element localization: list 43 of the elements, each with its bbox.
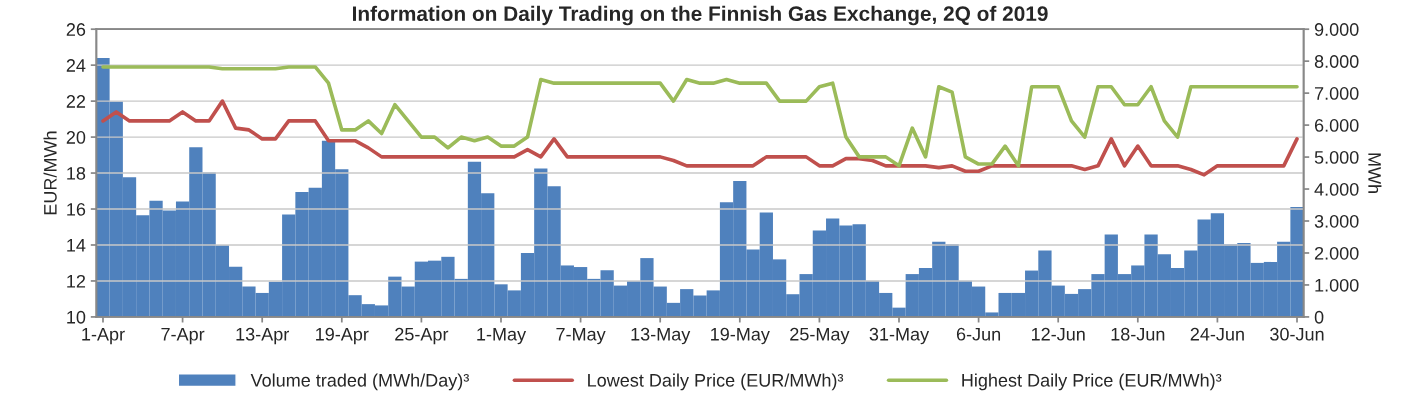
y-tick-label: 14	[67, 239, 86, 252]
x-tick-label: 13-May	[631, 327, 691, 345]
y-tick-label: 24	[66, 59, 86, 72]
x-tick-label: 30-Jun	[1270, 327, 1324, 341]
y-tick-label: 18	[67, 166, 86, 180]
x-tick-label: 25-May	[790, 327, 850, 345]
x-tick-label: 12-Jun	[1031, 327, 1085, 341]
y2-tick-label: 6.000	[1314, 119, 1359, 132]
x-tick-label: 7-Apr	[161, 328, 205, 345]
y-tick-label: 10	[67, 310, 86, 324]
x-tick-label: 25-Apr	[395, 327, 449, 345]
y2-tick-label: 7.000	[1314, 87, 1359, 100]
x-tick-label: 18-Jun	[1111, 327, 1165, 341]
y2-tick-label: 4.000	[1314, 182, 1359, 196]
legend-label: Volume traded (MWh/Day)³	[250, 373, 469, 391]
y-tick-label: 20	[66, 131, 86, 144]
x-tick-label: 24-Jun	[1190, 327, 1244, 341]
y2-tick-label: 2.000	[1314, 246, 1359, 260]
y-axis-title: EUR/MWh	[43, 131, 57, 215]
y2-tick-label: 1.000	[1315, 278, 1359, 292]
y2-axis-title: MWh	[1368, 153, 1382, 193]
y2-tick-label: 9.000	[1314, 23, 1359, 36]
x-tick-label: 1-Apr	[82, 328, 125, 345]
y-tick-label: 16	[67, 202, 86, 216]
x-tick-label: 7-May	[556, 328, 606, 345]
x-tick-label: 19-Apr	[316, 327, 369, 345]
x-tick-label: 13-Apr	[236, 327, 289, 345]
y2-tick-label: 3.000	[1314, 214, 1359, 228]
y-tick-label: 22	[66, 95, 86, 108]
line-series	[101, 99, 1299, 177]
chart-title: Information on Daily Trading on the Finnish Gas Exchange, 2Q of 2019	[352, 5, 1048, 26]
x-tick-label: 6-Jun	[956, 327, 1001, 341]
y2-tick-label: 5.000	[1314, 151, 1359, 164]
y2-tick-label: 0	[1314, 310, 1324, 324]
x-tick-label: 31-May	[869, 327, 930, 345]
y-tick-label: 26	[66, 23, 86, 36]
line-series	[101, 65, 1299, 168]
y-tick-label: 12	[67, 274, 86, 288]
legend-label: Lowest Daily Price (EUR/MWh)³	[588, 373, 844, 391]
x-tick-label: 19-May	[711, 327, 770, 345]
x-tick-label: 1-May	[477, 328, 527, 345]
legend-label: Highest Daily Price (EUR/MWh)³	[962, 373, 1222, 391]
y2-tick-label: 8.000	[1314, 55, 1359, 68]
